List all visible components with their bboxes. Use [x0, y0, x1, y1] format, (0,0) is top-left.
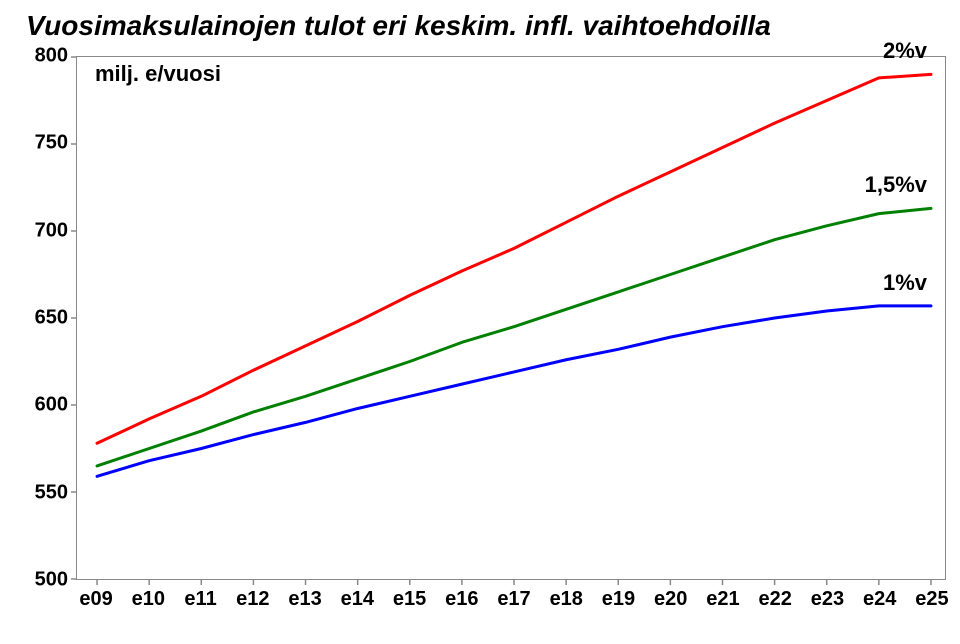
x-tick-label: e22: [759, 588, 792, 611]
series-label: 2%v: [883, 38, 927, 64]
chart-area: 500550600650700750800 milj. e/vuosi 2%v1…: [26, 56, 946, 616]
x-tick-label: e20: [654, 588, 687, 611]
x-axis: e09 e10 e11 e12 e13 e14 e15 e16 e17 e18 e19 e20 e21 e…: [76, 584, 946, 616]
x-tick-label: e17: [497, 588, 530, 611]
series-label: 1,5%v: [865, 172, 927, 198]
plot-svg: [77, 57, 945, 579]
x-tick-label: e09: [79, 588, 112, 611]
x-tick-label: e25: [915, 588, 948, 611]
x-tick-label: e18: [550, 588, 583, 611]
y-tick-label: 750: [35, 132, 68, 155]
y-tick-label: 600: [35, 394, 68, 417]
series-line: [97, 74, 931, 443]
series-line: [97, 306, 931, 477]
x-tick-label: e12: [236, 588, 269, 611]
x-tick-label: e24: [863, 588, 896, 611]
chart-title: Vuosimaksulainojen tulot eri keskim. inf…: [26, 10, 940, 42]
x-tick-label: e14: [341, 588, 374, 611]
y-tick-label: 700: [35, 219, 68, 242]
x-tick-label: e19: [602, 588, 635, 611]
x-tick-label: e10: [132, 588, 165, 611]
x-tick-label: e23: [811, 588, 844, 611]
y-axis: 500550600650700750800: [26, 56, 72, 580]
y-tick-label: 800: [35, 45, 68, 68]
x-tick-label: e21: [706, 588, 739, 611]
x-tick-label: e15: [393, 588, 426, 611]
y-unit-label: milj. e/vuosi: [95, 61, 221, 87]
y-tick-label: 650: [35, 307, 68, 330]
y-tick-label: 550: [35, 481, 68, 504]
chart-page: Vuosimaksulainojen tulot eri keskim. inf…: [0, 0, 960, 644]
x-tick-label: e16: [445, 588, 478, 611]
x-tick-label: e13: [288, 588, 321, 611]
x-tick-label: e11: [184, 588, 216, 611]
series-label: 1%v: [883, 270, 927, 296]
y-tick-label: 500: [35, 569, 68, 592]
plot-area: milj. e/vuosi 2%v1,5%v1%v: [76, 56, 946, 580]
